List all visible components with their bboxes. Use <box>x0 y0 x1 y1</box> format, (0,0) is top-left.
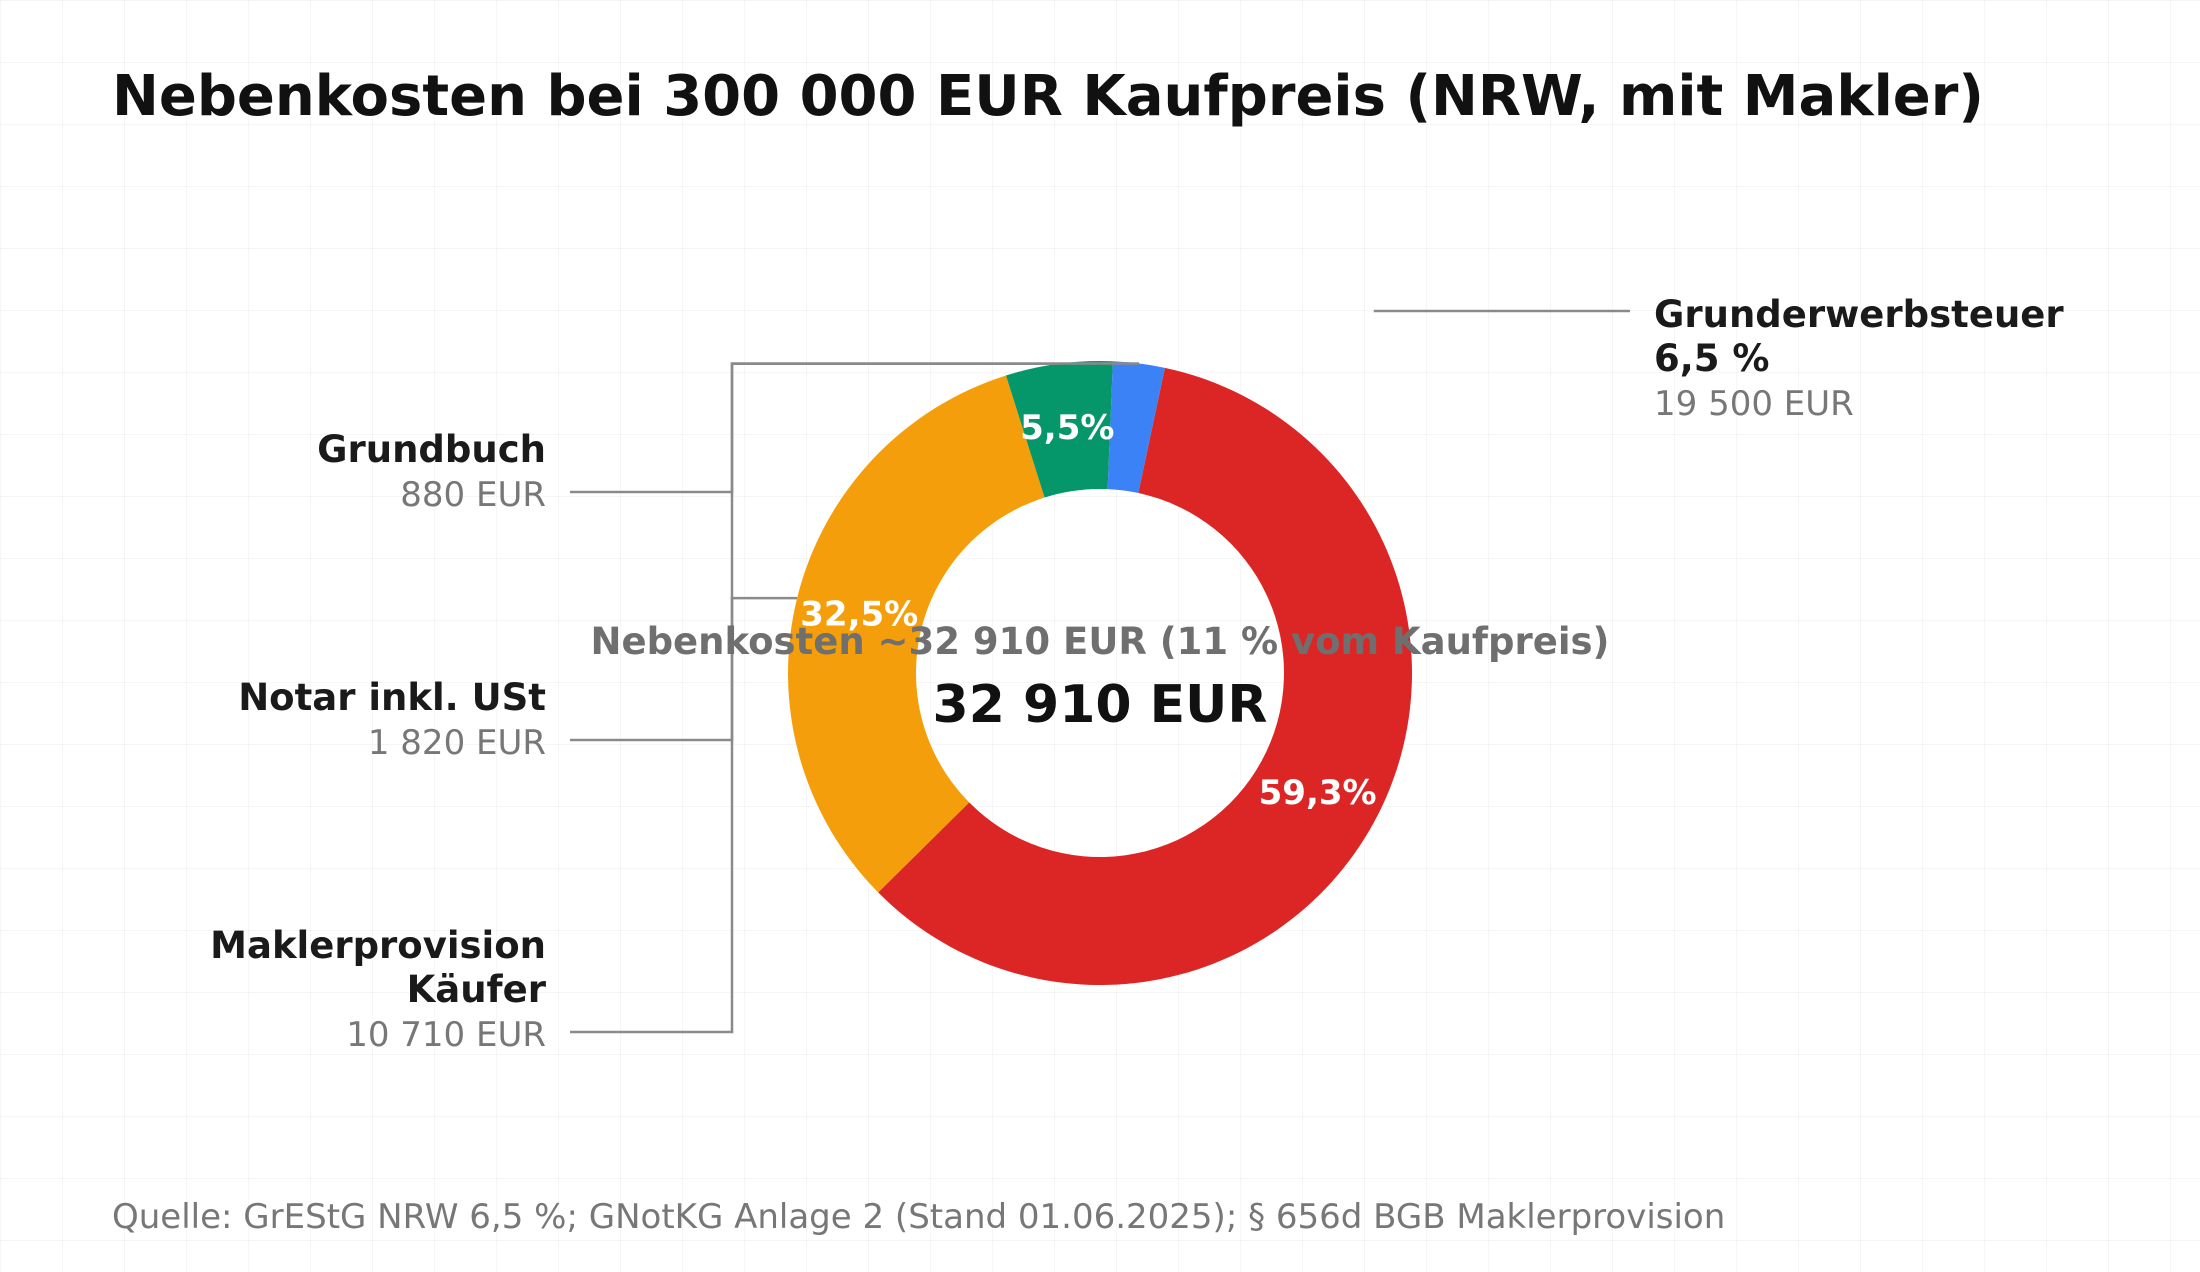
percent-label-makler: 32,5% <box>800 594 918 634</box>
center-caption: Nebenkosten ~32 910 EUR (11 % vom Kaufpr… <box>591 620 1610 663</box>
label-name-makler-0: Maklerprovision <box>210 924 546 967</box>
percent-label-grunderwerbsteuer: 59,3% <box>1259 773 1377 813</box>
chart-title: Nebenkosten bei 300 000 EUR Kaufpreis (N… <box>112 64 1984 129</box>
slice-notar <box>1005 361 1113 498</box>
label-name-makler-1: Käufer <box>407 968 547 1011</box>
label-amount-notar: 1 820 EUR <box>368 723 546 763</box>
leader-line-makler <box>570 596 798 1034</box>
percent-label-notar: 5,5% <box>1020 408 1114 448</box>
leader-line-grundbuch <box>570 362 1140 494</box>
slices-layer <box>788 361 1412 985</box>
label-name-grundbuch-0: Grundbuch <box>317 428 546 471</box>
leaders-layer <box>570 309 1630 1034</box>
label-name-notar-0: Notar inkl. USt <box>238 676 546 719</box>
source-note: Quelle: GrEStG NRW 6,5 %; GNotKG Anlage … <box>112 1197 1725 1237</box>
label-amount-makler: 10 710 EUR <box>346 1015 546 1055</box>
label-amount-grunderwerbsteuer: 19 500 EUR <box>1654 384 1854 424</box>
label-amount-grundbuch: 880 EUR <box>400 475 546 515</box>
label-name-grunderwerbsteuer-1: 6,5 % <box>1654 337 1770 380</box>
label-name-grunderwerbsteuer-0: Grunderwerbsteuer <box>1654 293 2064 336</box>
slice-makler <box>788 375 1045 893</box>
slice-grundbuch <box>1107 361 1165 494</box>
percent-labels-layer: 59,3% 32,5% 5,5% <box>800 408 1376 813</box>
center-total: 32 910 EUR <box>933 675 1268 735</box>
slice-grunderwerbsteuer <box>878 367 1412 985</box>
